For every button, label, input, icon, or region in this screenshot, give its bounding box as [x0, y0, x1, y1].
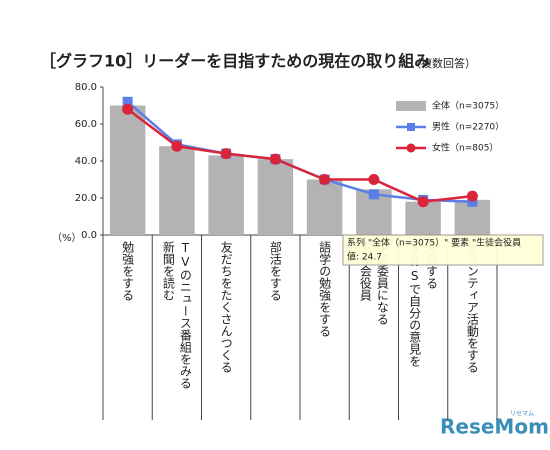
bar — [257, 159, 294, 235]
marker — [269, 153, 281, 165]
bar — [109, 105, 146, 235]
y-tick-label: 60.0 — [75, 119, 97, 130]
x-tick-label: SNSで自分の意見を — [408, 241, 422, 367]
chart-title: ［グラフ10］リーダーを目指すための現在の取り組み — [40, 52, 430, 71]
legend-swatch — [396, 101, 426, 111]
x-tick-label: 語学の勉強をする — [318, 240, 332, 337]
legend-label: 女性（n=805） — [432, 142, 498, 154]
bar — [159, 146, 195, 235]
y-tick-label: 0.0 — [81, 230, 97, 241]
tooltip — [342, 234, 544, 266]
logo: ReseMom — [440, 415, 549, 439]
logo-sub: リセマム — [510, 411, 534, 418]
tooltip-line: 値: 24.7 — [347, 251, 382, 263]
marker — [417, 196, 429, 208]
marker — [368, 189, 379, 200]
legend-marker — [406, 143, 416, 153]
marker — [122, 96, 133, 107]
marker — [467, 196, 478, 207]
marker — [220, 148, 232, 160]
y-tick-label: 40.0 — [75, 156, 97, 167]
x-tick-label: 勉強をする — [121, 241, 135, 301]
marker — [122, 103, 134, 115]
y-tick-label: 20.0 — [75, 193, 97, 204]
marker — [171, 140, 183, 152]
x-tick-label: 部活をする — [268, 240, 282, 301]
x-tick-label: 新聞を読む — [161, 240, 175, 301]
bar — [208, 155, 244, 235]
legend-label: 全体（n=3075） — [432, 100, 504, 112]
line — [126, 108, 473, 203]
x-tick-label: ボランティア活動をする — [465, 241, 479, 373]
bar — [405, 201, 441, 235]
marker — [466, 190, 478, 202]
tooltip-line: 系列 "全体（n=3075）" 要素 "生徒会役員 — [347, 237, 521, 249]
marker — [368, 174, 380, 185]
y-unit: （%） — [52, 232, 82, 244]
x-tick-label: TVのニュース番組をみる — [178, 241, 192, 389]
x-tick-label: 友だちをたくさんつくる — [219, 241, 233, 373]
legend-marker — [407, 123, 415, 131]
bar — [306, 179, 343, 235]
marker — [319, 174, 331, 185]
chart-subtitle: （複数回答） — [410, 56, 476, 70]
y-tick-label: 80.0 — [75, 82, 97, 93]
legend-label: 男性（n=2270） — [432, 121, 504, 133]
